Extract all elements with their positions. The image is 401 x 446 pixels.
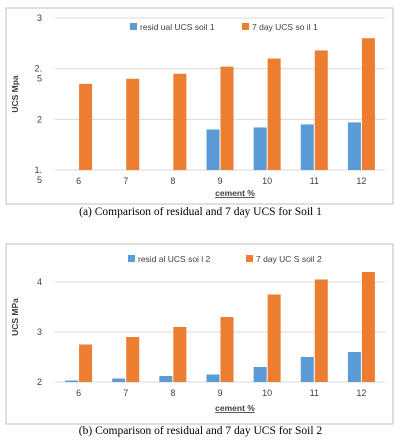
x-tick-label: 6 — [76, 388, 81, 398]
bar-residual-9 — [206, 129, 220, 170]
x-tick-label: 11 — [310, 176, 319, 186]
bar-residual-10 — [253, 367, 267, 382]
y-tick-label: 2 — [37, 114, 42, 124]
bar-residual-10 — [253, 127, 267, 170]
y-tick-label: 1. 5 — [34, 165, 42, 185]
bar-7day-12 — [361, 38, 375, 171]
x-tick-label: 11 — [310, 388, 319, 398]
chart-soil-1: 3 2. 5 2 1. 5 UCS Mpa 6 7 8 9 10 11 12 cement % resid u… — [5, 7, 394, 205]
bar-residual-11 — [300, 357, 314, 382]
y-tick-label: 3 — [37, 327, 42, 337]
legend-label: resid ual UCS soil 1 — [140, 22, 215, 32]
y-tick-label: 2. 5 — [34, 64, 42, 84]
bar-residual-9 — [206, 374, 220, 382]
x-tick-label: 6 — [76, 176, 81, 186]
chart-panel-soil-2: 4 3 2 UCS MPa 6 7 8 9 10 11 12 cement % resid al UCS… — [0, 236, 401, 446]
bar-7day-8 — [173, 73, 187, 170]
legend-label: resid al UCS soi l 2 — [138, 254, 211, 264]
bar-7day-9 — [220, 317, 234, 382]
caption-soil-1: (a) Comparison of residual and 7 day UCS… — [79, 206, 322, 218]
y-tick-label: 3 — [37, 13, 42, 23]
bar-7day-12 — [361, 272, 375, 382]
y-tick-label: 2 — [37, 377, 42, 387]
legend-swatch — [242, 23, 249, 30]
bar-7day-11 — [314, 50, 328, 170]
legend-swatch — [128, 255, 135, 262]
bar-7day-6 — [79, 83, 93, 170]
x-tick-label: 9 — [217, 176, 222, 186]
bar-residual-11 — [300, 124, 314, 170]
x-axis-title: cement % — [215, 188, 255, 198]
bar-residual-6 — [65, 380, 79, 382]
legend-swatch — [130, 23, 137, 30]
bar-residual-7 — [112, 378, 126, 382]
legend-label: 7 day UCS so il 1 — [252, 22, 318, 32]
x-tick-label: 12 — [356, 388, 366, 398]
x-tick-label: 8 — [170, 176, 175, 186]
x-tick-label: 10 — [262, 176, 272, 186]
bar-7day-7 — [126, 337, 140, 382]
bar-7day-9 — [220, 66, 234, 170]
legend-label: 7 day UC S soil 2 — [256, 254, 322, 264]
legend-swatch — [246, 255, 253, 262]
chart-panel-soil-1: 3 2. 5 2 1. 5 UCS Mpa 6 7 8 9 10 11 12 cement % resid u… — [5, 7, 394, 218]
bar-7day-8 — [173, 327, 187, 382]
bar-7day-7 — [126, 78, 140, 170]
x-tick-label: 12 — [356, 176, 366, 186]
y-tick-label: 4 — [37, 277, 42, 287]
caption-soil-2: (b) Comparison of residual and 7 day UCS… — [78, 425, 323, 437]
x-tick-label: 9 — [217, 388, 222, 398]
x-tick-label: 7 — [123, 388, 128, 398]
chart-frame — [5, 243, 394, 425]
x-tick-label: 10 — [262, 388, 272, 398]
x-tick-label: 8 — [170, 388, 175, 398]
bar-7day-11 — [314, 279, 328, 382]
bar-residual-8 — [159, 376, 173, 382]
y-axis-title: UCS MPa — [10, 298, 20, 336]
chart-soil-2: 4 3 2 UCS MPa 6 7 8 9 10 11 12 cement % resid al UCS… — [5, 243, 394, 425]
bar-residual-12 — [347, 122, 361, 170]
bar-residual-12 — [347, 352, 361, 382]
x-tick-label: 7 — [123, 176, 128, 186]
bar-7day-10 — [267, 294, 281, 382]
x-axis-title: cement % — [215, 403, 255, 413]
y-axis-title: UCS Mpa — [10, 75, 20, 113]
bar-7day-10 — [267, 58, 281, 170]
chart-frame — [5, 7, 394, 205]
bar-7day-6 — [79, 344, 93, 382]
